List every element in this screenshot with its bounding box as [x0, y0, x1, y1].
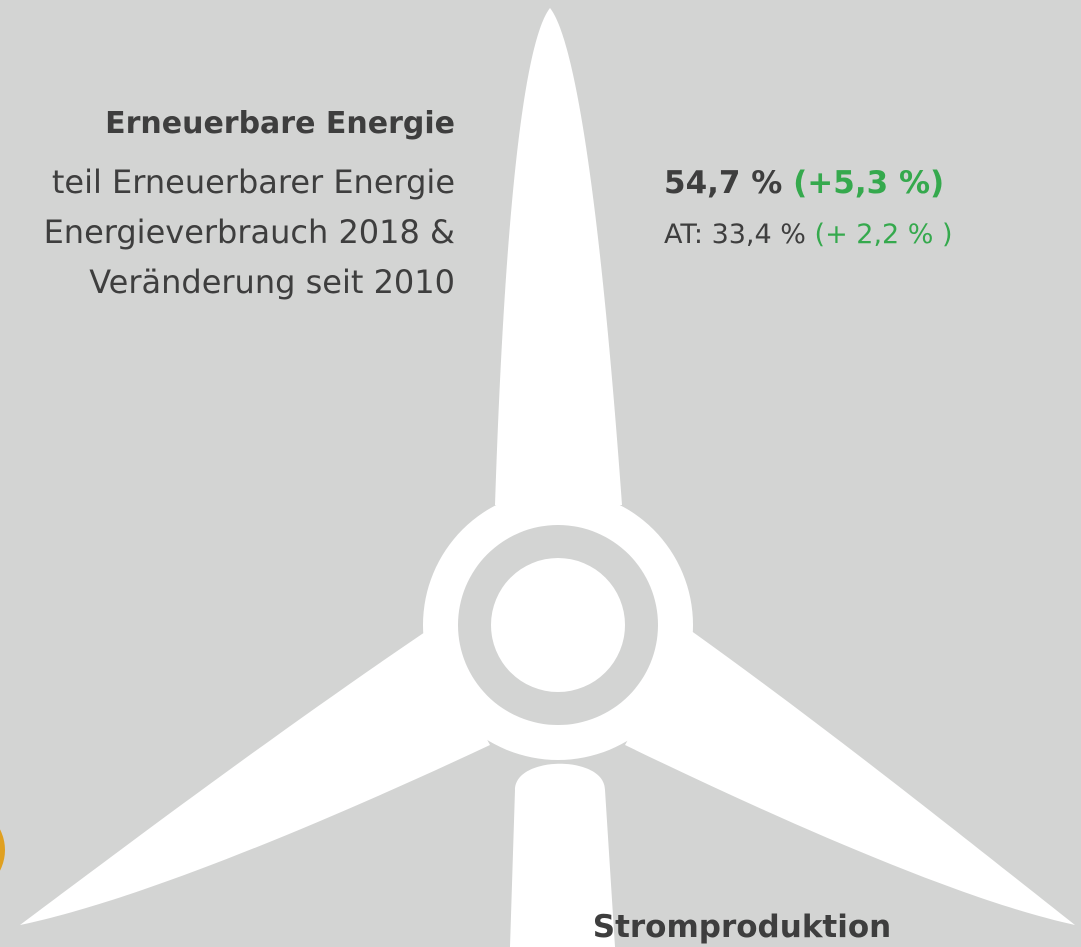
stat-line: 54,7 % (+5,3 %)	[664, 165, 944, 201]
section-title: Erneuerbare Energie	[105, 106, 455, 141]
stat-change: (+5,3 %)	[793, 165, 944, 201]
at-value: AT: 33,4 %	[664, 219, 806, 250]
orange-icon	[0, 829, 5, 871]
at-line: AT: 33,4 % (+ 2,2 % )	[664, 219, 953, 250]
blade-right	[625, 630, 1075, 925]
wind-turbine	[20, 8, 1075, 947]
stat-value: 54,7 %	[664, 165, 782, 201]
blade-left	[20, 630, 490, 925]
section-line: teil Erneuerbarer Energie	[52, 163, 455, 201]
tower	[510, 763, 615, 947]
hub-inner	[491, 558, 625, 692]
blade-top	[495, 8, 622, 505]
footer-title: Stromproduktion	[593, 909, 892, 945]
section-line: Energieverbrauch 2018 &	[44, 213, 455, 251]
at-change: (+ 2,2 % )	[815, 219, 953, 250]
section-line: Veränderung seit 2010	[89, 263, 455, 301]
